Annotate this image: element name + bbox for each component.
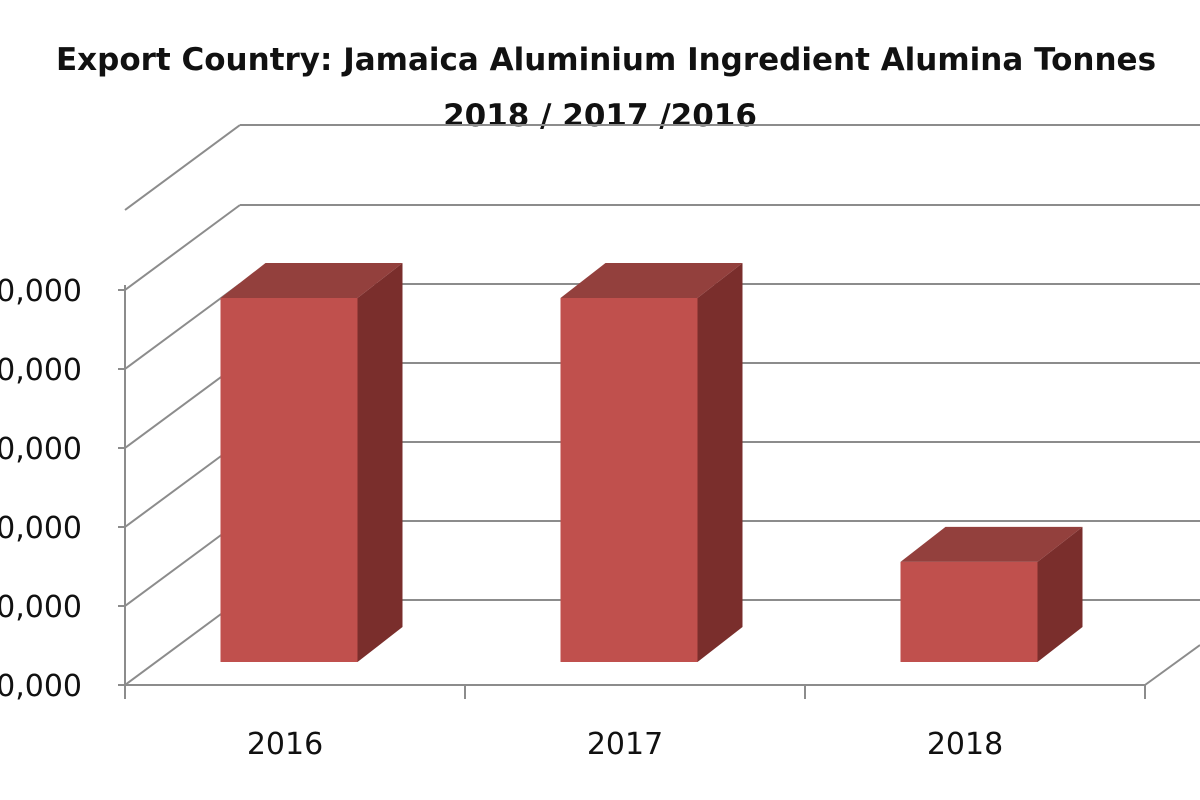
bar-front <box>560 298 698 662</box>
side-wall-line <box>124 204 241 291</box>
bar-top <box>560 263 743 298</box>
y-tick-label: ,0,000 <box>0 511 82 546</box>
chart-title: Export Country: Jamaica Aluminium Ingred… <box>56 42 1156 78</box>
y-tick-label: ,0,000 <box>0 274 82 309</box>
floor-edge-line <box>1144 644 1200 686</box>
bar-side <box>697 263 743 662</box>
bar-side <box>1037 526 1083 662</box>
bar-front <box>220 298 358 662</box>
axes <box>118 285 1200 699</box>
y-tick-label: ,0,000 <box>0 590 82 625</box>
bar-2017 <box>560 263 743 662</box>
x-tick-label: 2018 <box>927 727 1003 762</box>
side-wall-line <box>124 124 241 211</box>
y-tick-label: ,0,000 <box>0 669 82 704</box>
y-tick-label: ,0,000 <box>0 353 82 388</box>
y-tick-label: ,0,000 <box>0 432 82 467</box>
bar-front <box>900 561 1038 662</box>
x-tick-labels: 2016 2017 2018 <box>247 727 1003 762</box>
bar-top <box>900 526 1083 562</box>
bar-2018 <box>900 526 1083 662</box>
bar-top <box>220 263 403 298</box>
x-tick-label: 2016 <box>247 727 323 762</box>
bar-2016 <box>220 263 403 662</box>
x-tick-label: 2017 <box>587 727 663 762</box>
y-tick-labels: ,0,000 ,0,000 ,0,000 ,0,000 ,0,000 ,0,000 <box>0 274 82 704</box>
bar-side <box>357 263 403 662</box>
chart-subtitle: 2018 / 2017 /2016 <box>443 98 757 134</box>
bars <box>220 263 1083 662</box>
